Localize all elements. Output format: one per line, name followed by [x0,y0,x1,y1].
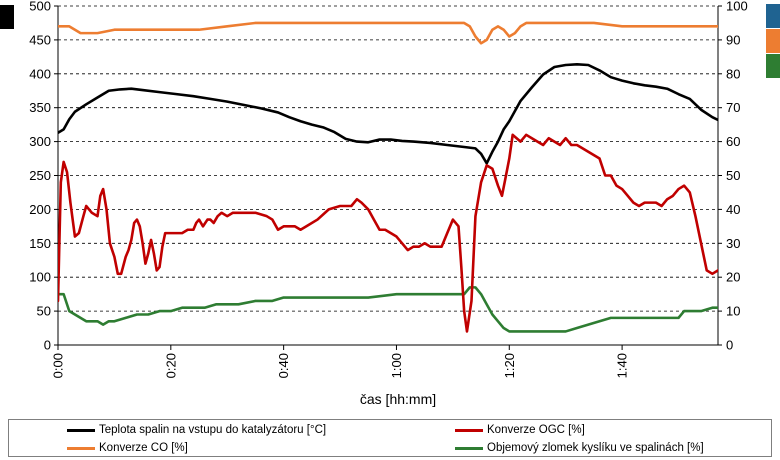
legend-item-oxygen: Objemový zlomek kyslíku ve spalinách [%] [455,442,704,454]
right-tick-label: 60 [726,134,740,149]
right-tick-label: 100 [726,0,748,14]
x-tick-label: 1:40 [615,353,630,378]
right-tick-label: 0 [726,338,733,353]
x-tick-label: 0:40 [276,353,291,378]
legend-swatch-temperature [67,428,95,432]
legend: Teplota spalin na vstupu do katalyzátoru… [8,419,772,457]
right-tick-label: 50 [726,168,740,183]
gridlines [58,5,718,312]
right-edge-marker [766,29,780,53]
right-tick-label: 90 [726,32,740,47]
series-line-oxygen [58,286,718,333]
right-tick-label: 30 [726,236,740,251]
right-axis-ticks: 0 10 20 30 40 50 60 70 80 90 100 [718,0,748,353]
x-axis-title: čas [hh:mm] [360,391,436,407]
left-tick-label: 50 [37,304,51,319]
left-tick-label: 450 [29,32,51,47]
left-tick-label: 200 [29,202,51,217]
x-tick-label: 0:00 [51,353,66,378]
left-tick-label: 400 [29,66,51,81]
series-line-co [58,21,718,45]
x-axis-ticks: 0:00 0:20 0:40 1:00 1:20 1:40 [51,345,630,378]
legend-swatch-ogc [455,428,483,432]
series-line-temperature [58,63,718,165]
right-tick-label: 10 [726,304,740,319]
legend-label-ogc: Konverze OGC [%] [487,424,585,436]
legend-label-oxygen: Objemový zlomek kyslíku ve spalinách [%] [487,442,704,454]
x-tick-label: 0:20 [163,353,178,378]
left-tick-label: 500 [29,0,51,14]
right-tick-label: 40 [726,202,740,217]
right-tick-label: 70 [726,100,740,115]
series-lines [58,21,718,333]
left-tick-label: 150 [29,236,51,251]
legend-swatch-oxygen [455,446,483,450]
legend-item-temperature: Teplota spalin na vstupu do katalyzátoru… [67,424,326,436]
legend-item-co: Konverze CO [%] [67,442,188,454]
left-tick-label: 350 [29,100,51,115]
x-tick-label: 1:20 [502,353,517,378]
legend-item-ogc: Konverze OGC [%] [455,424,585,436]
series-line-ogc [58,133,718,333]
right-tick-label: 80 [726,66,740,81]
left-tick-label: 100 [29,270,51,285]
right-edge-marker [766,4,780,28]
left-axis-ticks: 0 50 100 150 200 250 300 350 400 450 500 [29,0,58,353]
legend-label-temperature: Teplota spalin na vstupu do katalyzátoru… [99,424,327,436]
right-tick-label: 20 [726,270,740,285]
x-tick-label: 1:00 [389,353,404,378]
left-tick-label: 300 [29,134,51,149]
left-tick-label: 250 [29,168,51,183]
left-edge-marker [0,5,14,29]
line-chart: 0 50 100 150 200 250 300 350 400 450 500 0 10 20 30 40… [29,0,748,407]
left-tick-label: 0 [44,338,51,353]
legend-swatch-co [67,446,95,450]
right-edge-marker [766,54,780,78]
legend-label-co: Konverze CO [%] [99,442,188,454]
